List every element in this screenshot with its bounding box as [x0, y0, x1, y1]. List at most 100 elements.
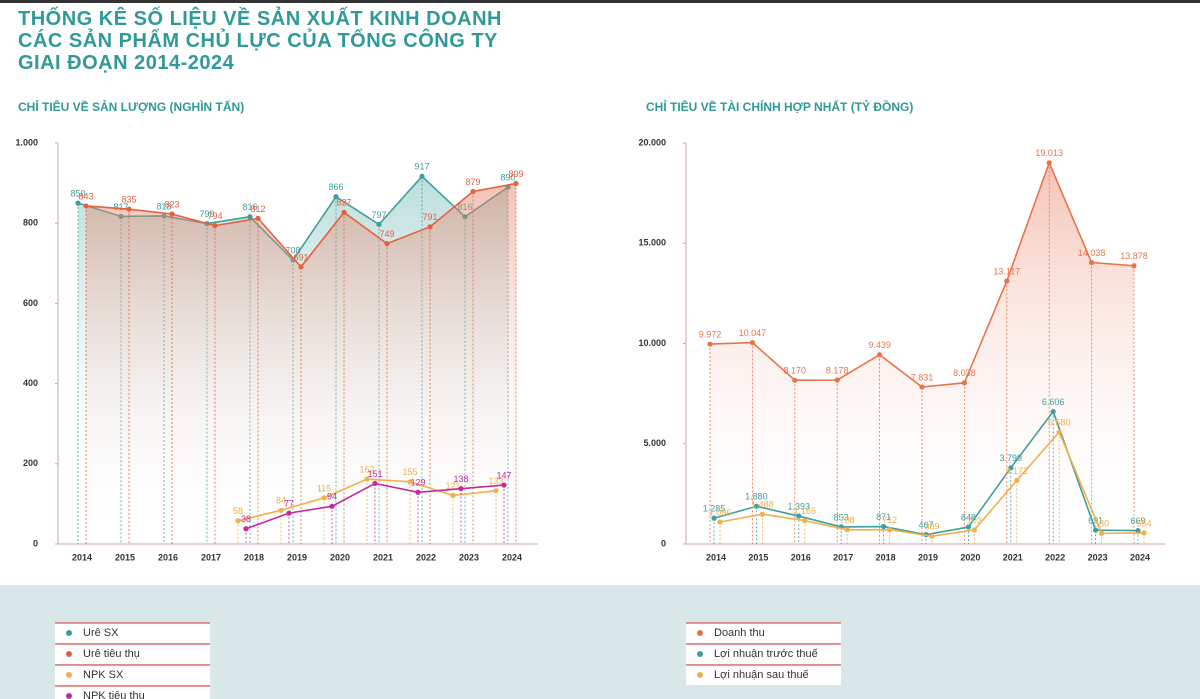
data-label: 3.799	[1000, 453, 1023, 463]
data-point	[1135, 527, 1141, 534]
data-point	[255, 215, 261, 221]
data-label: 8.178	[826, 365, 849, 375]
data-point	[1046, 160, 1052, 166]
legend-marker	[697, 651, 703, 657]
data-point	[333, 194, 339, 200]
data-label: 817	[113, 202, 128, 212]
data-point	[1008, 465, 1014, 471]
data-label: 823	[164, 199, 179, 209]
data-label: 1.165	[794, 506, 817, 516]
data-label: 94	[327, 492, 337, 502]
chart-subtitle: CHỈ TIÊU VỀ SẢN LƯỢNG (NGHÌN TẤN)	[18, 99, 244, 114]
x-tick-label: 2024	[1130, 552, 1150, 562]
data-label: 3.172	[1006, 466, 1029, 476]
data-point	[364, 476, 370, 482]
legend-label: Urê tiêu thụ	[83, 648, 140, 660]
data-point	[1089, 259, 1095, 266]
data-point	[212, 223, 218, 229]
data-point	[1050, 408, 1056, 415]
data-label: 850	[70, 189, 85, 199]
x-tick-label: 2019	[918, 552, 938, 562]
data-point	[493, 488, 499, 494]
y-tick-label: 15.000	[638, 238, 666, 248]
data-label: 13.117	[993, 266, 1020, 276]
data-point	[341, 209, 347, 215]
legend-row	[686, 623, 841, 643]
data-label: 791	[422, 212, 437, 222]
data-point	[286, 510, 292, 516]
data-label: 554	[1136, 518, 1151, 528]
data-label: 843	[78, 191, 93, 201]
legend-row	[55, 665, 210, 685]
data-point	[759, 511, 766, 517]
x-tick-label: 2020	[330, 552, 350, 562]
data-point	[1141, 530, 1147, 536]
x-tick-label: 2016	[158, 552, 178, 562]
data-label: 9.439	[868, 340, 891, 350]
data-label: 58	[233, 506, 243, 516]
data-label: 133	[488, 476, 503, 486]
data-point	[83, 203, 89, 209]
data-point	[792, 377, 798, 383]
y-tick-label: 1.000	[15, 137, 38, 147]
data-label: 708	[840, 515, 855, 525]
data-label: 827	[336, 198, 351, 208]
data-label: 708	[285, 245, 300, 255]
data-point	[1056, 429, 1062, 435]
x-tick-label: 2021	[1003, 552, 1023, 562]
data-label: 794	[207, 211, 222, 221]
data-label: 9.972	[699, 329, 722, 339]
data-point	[919, 384, 925, 390]
data-label: 853	[834, 512, 849, 522]
data-point	[75, 200, 81, 206]
x-tick-label: 2024	[502, 552, 522, 562]
data-point	[961, 380, 968, 386]
x-tick-label: 2015	[748, 552, 768, 562]
data-label: 1.285	[703, 504, 726, 514]
x-tick-label: 2022	[416, 552, 436, 562]
x-tick-label: 2016	[791, 552, 811, 562]
x-tick-label: 2018	[876, 552, 896, 562]
y-tick-label: 800	[23, 218, 38, 228]
data-point	[965, 524, 972, 530]
data-point	[1014, 477, 1020, 484]
y-tick-label: 400	[23, 378, 38, 388]
data-point	[844, 527, 850, 533]
data-point	[1099, 530, 1105, 536]
x-tick-label: 2022	[1045, 552, 1065, 562]
data-point	[717, 519, 723, 525]
x-tick-label: 2019	[287, 552, 307, 562]
data-label: 8.038	[953, 368, 976, 378]
legend-row	[55, 686, 210, 699]
data-label: 749	[379, 229, 394, 239]
data-point	[169, 211, 175, 217]
data-label: 147	[496, 470, 511, 480]
legend-label: Lợi nhuận trước thuế	[714, 648, 818, 660]
area	[710, 162, 1134, 544]
data-label: 1.488	[751, 500, 774, 510]
data-label: 162	[359, 464, 374, 474]
data-label: 6.606	[1042, 397, 1065, 407]
y-tick-label: 600	[23, 298, 38, 308]
data-point	[458, 486, 464, 492]
top-bar	[0, 0, 1200, 3]
data-label: 467	[918, 520, 933, 530]
legend-marker	[697, 672, 703, 678]
legend-marker	[66, 651, 72, 657]
data-label: 115	[317, 483, 331, 493]
data-label: 155	[402, 467, 417, 477]
data-label: 121	[445, 481, 460, 491]
data-point	[501, 482, 507, 488]
data-point	[802, 518, 808, 524]
x-tick-label: 2020	[960, 552, 980, 562]
data-point	[1004, 278, 1010, 284]
legend-label: Doanh thu	[714, 627, 765, 639]
x-tick-label: 2023	[459, 552, 479, 562]
data-point	[513, 180, 519, 187]
data-point	[711, 515, 717, 521]
data-point	[298, 264, 304, 270]
legend-row	[55, 623, 210, 643]
data-label: 1.880	[745, 492, 768, 502]
data-point	[329, 503, 335, 509]
data-label: 669	[1130, 516, 1145, 526]
